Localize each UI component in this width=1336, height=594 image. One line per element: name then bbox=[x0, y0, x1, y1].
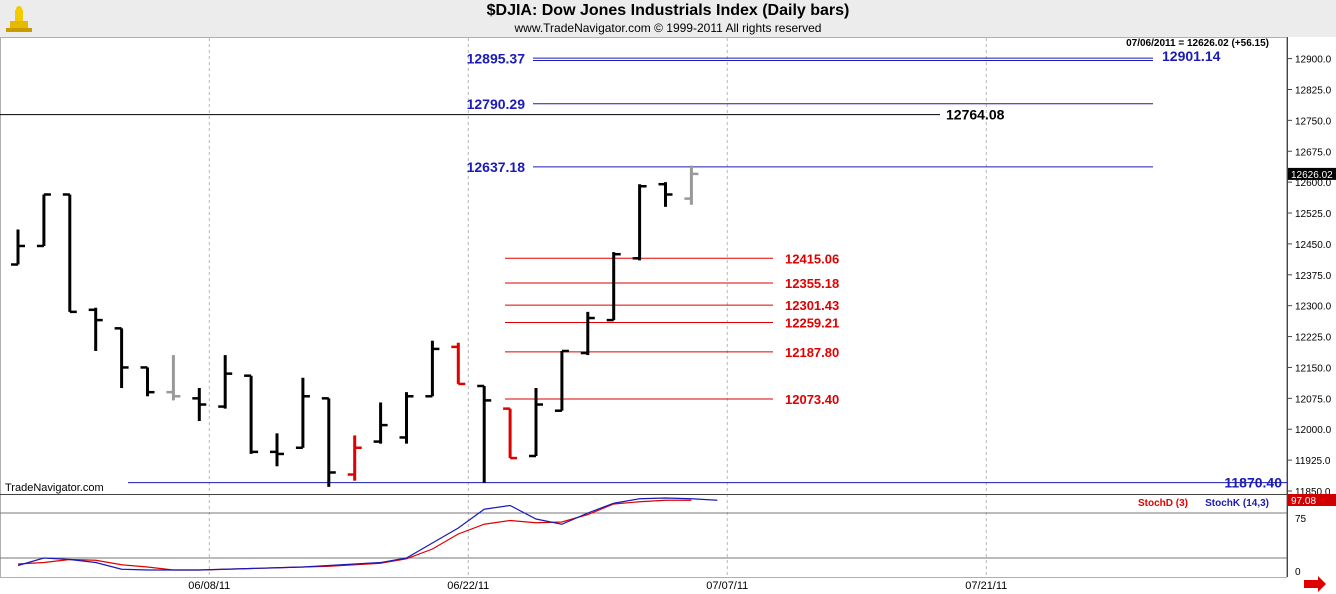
stoch-value-box bbox=[1288, 494, 1336, 506]
x-tick-label: 07/21/11 bbox=[965, 580, 1007, 592]
level-label: 12259.21 bbox=[785, 315, 839, 330]
y-tick-label: 11925.0 bbox=[1295, 456, 1331, 467]
x-tick-label: 06/08/11 bbox=[188, 580, 230, 592]
level-label: 11870.40 bbox=[1224, 475, 1282, 491]
stoch-tick-label: 0 bbox=[1295, 567, 1301, 578]
level-label: 12187.80 bbox=[785, 345, 839, 360]
y-tick-label: 12450.0 bbox=[1295, 240, 1332, 251]
y-tick-label: 12900.0 bbox=[1295, 55, 1332, 66]
y-tick-label: 12675.0 bbox=[1295, 147, 1332, 158]
price-readout: 07/06/2011 = 12626.02 (+56.15) bbox=[1126, 38, 1269, 49]
scroll-right-arrow-icon bbox=[1304, 576, 1326, 592]
level-label: 12764.08 bbox=[946, 107, 1005, 123]
y-tick-label: 12150.0 bbox=[1295, 363, 1332, 374]
stoch-k-line bbox=[17, 497, 718, 571]
y-tick-label: 12075.0 bbox=[1295, 394, 1332, 405]
chart-header: $DJIA: Dow Jones Industrials Index (Dail… bbox=[0, 0, 1336, 37]
level-label: 12790.29 bbox=[467, 96, 526, 112]
y-tick-label: 12300.0 bbox=[1295, 302, 1332, 313]
level-label: 12415.06 bbox=[785, 251, 839, 266]
plot-border bbox=[0, 37, 1287, 578]
chart-title: $DJIA: Dow Jones Industrials Index (Dail… bbox=[486, 2, 850, 19]
y-tick-label: 12225.0 bbox=[1295, 333, 1332, 344]
stoch-tick-label: 75 bbox=[1295, 514, 1307, 525]
level-label: 12073.40 bbox=[785, 392, 839, 407]
x-tick-label: 06/22/11 bbox=[447, 580, 489, 592]
x-tick-label: 07/07/11 bbox=[706, 580, 748, 592]
y-tick-label: 12825.0 bbox=[1295, 85, 1332, 96]
level-label: 12355.18 bbox=[785, 276, 839, 291]
last-price-box bbox=[1288, 167, 1336, 180]
y-tick-label: 12375.0 bbox=[1295, 271, 1332, 282]
trade-navigator-logo-icon bbox=[6, 6, 32, 32]
y-tick-label: 11850.0 bbox=[1295, 487, 1331, 498]
chart-subtitle: www.TradeNavigator.com © 1999-2011 All r… bbox=[514, 21, 822, 35]
stoch-k-legend: StochK (14,3) bbox=[1205, 498, 1269, 509]
level-label: 12637.18 bbox=[467, 159, 526, 175]
watermark: TradeNavigator.com bbox=[5, 482, 104, 494]
y-tick-label: 12750.0 bbox=[1295, 116, 1332, 127]
level-label: 12301.43 bbox=[785, 298, 839, 313]
stoch-d-line bbox=[17, 499, 692, 571]
level-label: 12901.14 bbox=[1162, 48, 1221, 64]
y-tick-label: 12525.0 bbox=[1295, 209, 1332, 220]
level-label: 12895.37 bbox=[467, 50, 526, 66]
stoch-d-legend: StochD (3) bbox=[1138, 498, 1188, 509]
last-price-label: 12626.02 bbox=[1291, 170, 1333, 181]
y-tick-label: 12600.0 bbox=[1295, 178, 1332, 189]
y-tick-label: 12000.0 bbox=[1295, 425, 1332, 436]
stoch-value-label: 97.08 bbox=[1291, 496, 1316, 507]
